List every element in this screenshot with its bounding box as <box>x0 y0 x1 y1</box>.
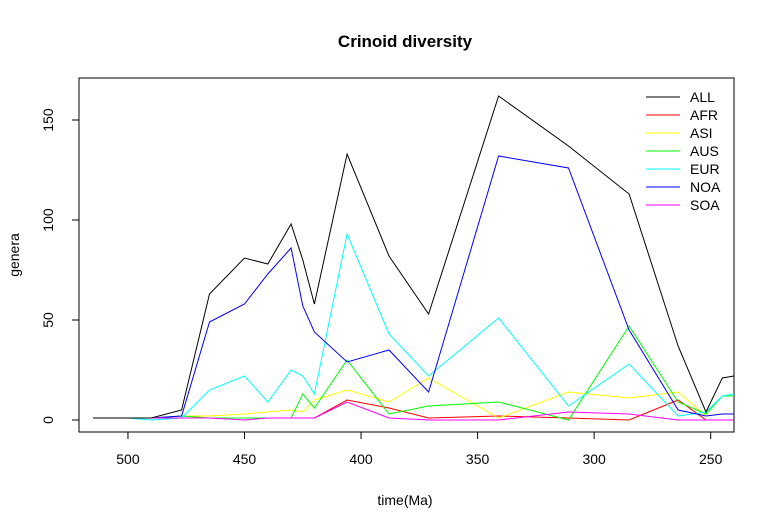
series-line-aus <box>93 325 734 421</box>
legend-label-all: ALL <box>690 89 715 105</box>
x-tick-label: 500 <box>116 451 140 467</box>
series-line-all <box>93 95 735 419</box>
legend: ALL AFR ASI AUS EUR NOA SOA <box>646 89 721 213</box>
x-axis: 500 450 400 350 300 250 <box>116 431 723 467</box>
legend-label-noa: NOA <box>690 179 721 195</box>
x-tick-label: 350 <box>466 451 490 467</box>
series-line-soa <box>93 401 734 421</box>
y-axis: 0 50 100 150 <box>40 108 80 424</box>
legend-label-afr: AFR <box>690 107 718 123</box>
x-axis-label: time(Ma) <box>377 492 432 508</box>
series-layer <box>93 95 735 421</box>
chart-title: Crinoid diversity <box>338 32 473 51</box>
y-tick-label: 150 <box>40 108 56 132</box>
series-line-eur <box>93 232 735 421</box>
x-tick-label: 450 <box>233 451 257 467</box>
y-tick-label: 0 <box>40 416 56 424</box>
legend-label-eur: EUR <box>690 161 720 177</box>
y-tick-label: 50 <box>40 312 56 328</box>
series-line-noa <box>93 155 734 419</box>
x-tick-label: 400 <box>349 451 373 467</box>
y-tick-label: 100 <box>40 208 56 232</box>
x-tick-label: 250 <box>699 451 723 467</box>
legend-label-asi: ASI <box>690 125 713 141</box>
series-line-asi <box>93 377 734 419</box>
legend-label-aus: AUS <box>690 143 719 159</box>
legend-label-soa: SOA <box>690 197 720 213</box>
x-tick-label: 300 <box>582 451 606 467</box>
y-axis-label: genera <box>6 233 22 277</box>
plot-frame <box>78 77 735 433</box>
